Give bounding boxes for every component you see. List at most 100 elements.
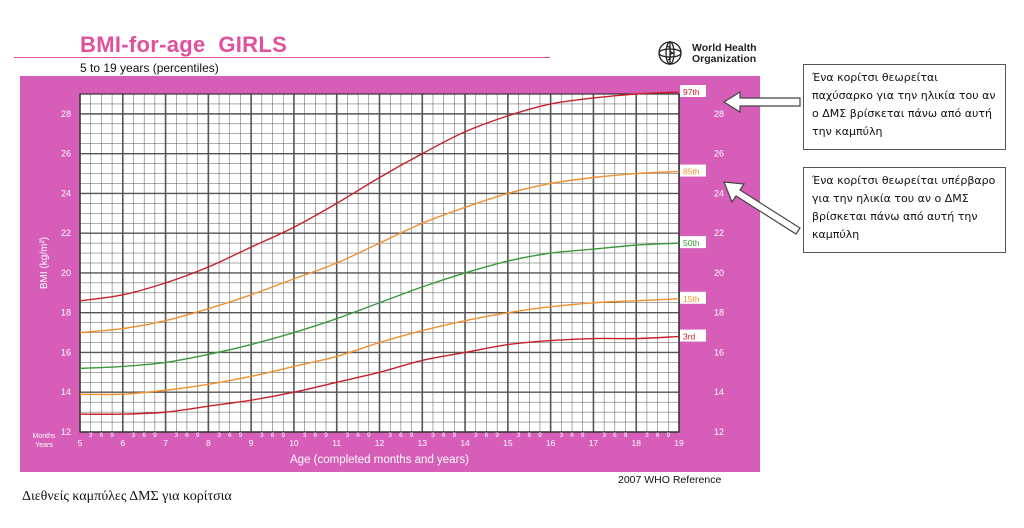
- month-tick-label: 9: [367, 432, 371, 439]
- y-tick-label-left: 24: [61, 188, 71, 198]
- y-tick-label-right: 20: [714, 268, 724, 278]
- y-tick-label-left: 28: [61, 109, 71, 119]
- x-tick-label: 5: [78, 438, 83, 448]
- series-label-bg: [680, 164, 706, 177]
- reference-label: 2007 WHO Reference: [618, 474, 722, 486]
- bmi-chart: 12 12 14 14 16 16 18 18 20 20 22 22 24 24 26 26 28 28 BMI …: [20, 76, 760, 472]
- x-tick-label: 12: [375, 438, 385, 448]
- month-tick-label: 6: [314, 432, 318, 439]
- month-tick-label: 6: [271, 432, 275, 439]
- month-tick-label: 6: [570, 432, 574, 439]
- month-tick-label: 3: [517, 432, 521, 439]
- series-label-97th: 97th: [683, 87, 700, 97]
- month-tick-label: 6: [185, 432, 189, 439]
- chart-subtitle: 5 to 19 years (percentiles): [80, 61, 219, 75]
- month-tick-label: 3: [431, 432, 435, 439]
- series-label-85th: 85th: [683, 167, 700, 177]
- y-tick-label-left: 16: [61, 347, 71, 357]
- y-tick-label-right: 16: [714, 347, 724, 357]
- plot-border: [79, 93, 680, 433]
- month-tick-label: 6: [399, 432, 403, 439]
- series-label-bg: [680, 236, 706, 249]
- series-label-3rd: 3rd: [683, 332, 696, 342]
- obese-note: Ένα κορίτσι θεωρείται παχύσαρκο για την …: [803, 64, 1006, 150]
- y-axis-label: BMI (kg/m²): [39, 237, 50, 289]
- month-tick-label: 3: [89, 432, 93, 439]
- series-label-bg: [680, 85, 706, 98]
- y-tick-label-right: 18: [714, 308, 724, 318]
- org-name-line-2: Organization: [692, 53, 757, 65]
- y-tick-label-right: 22: [714, 228, 724, 238]
- x-tick-label: 7: [163, 438, 168, 448]
- y-tick-label-left: 12: [61, 427, 71, 437]
- x-tick-label: 9: [249, 438, 254, 448]
- month-tick-label: 9: [153, 432, 157, 439]
- y-tick-label-right: 24: [714, 188, 724, 198]
- month-tick-label: 9: [538, 432, 542, 439]
- y-tick-label-right: 26: [714, 149, 724, 159]
- month-tick-label: 3: [346, 432, 350, 439]
- month-tick-label: 9: [110, 432, 114, 439]
- month-tick-label: 3: [217, 432, 221, 439]
- month-tick-label: 9: [581, 432, 585, 439]
- month-tick-label: 3: [602, 432, 606, 439]
- figure-caption: Διεθνείς καμπύλες ΔΜΣ για κορίτσια: [22, 489, 232, 504]
- month-tick-label: 6: [100, 432, 104, 439]
- chart-title: BMI-for-age GIRLS: [80, 32, 288, 57]
- title-underline: [14, 57, 550, 58]
- month-tick-label: 9: [239, 432, 243, 439]
- month-tick-label: 6: [613, 432, 617, 439]
- percentile-line-3rd: [79, 335, 680, 415]
- month-tick-label: 3: [388, 432, 392, 439]
- y-tick-label-left: 20: [61, 268, 71, 278]
- x-tick-label: 15: [503, 438, 513, 448]
- percentile-line-97th: [79, 91, 680, 302]
- month-tick-label: 9: [453, 432, 457, 439]
- who-emblem-icon: [658, 41, 682, 65]
- org-name-line-1: World Health: [692, 42, 757, 54]
- months-corner-label: Months: [33, 433, 56, 440]
- y-tick-label-right: 12: [714, 427, 724, 437]
- x-tick-label: 6: [120, 438, 125, 448]
- month-tick-label: 3: [174, 432, 178, 439]
- month-tick-label: 9: [624, 432, 628, 439]
- x-axis-label: Age (completed months and years): [290, 454, 469, 466]
- month-tick-label: 9: [410, 432, 414, 439]
- y-tick-label-left: 18: [61, 308, 71, 318]
- month-tick-label: 3: [645, 432, 649, 439]
- overweight-note: Ένα κορίτσι θεωρείται υπέρβαρο για την η…: [803, 167, 1006, 253]
- month-tick-label: 3: [303, 432, 307, 439]
- x-tick-label: 8: [206, 438, 211, 448]
- x-tick-label: 11: [332, 438, 341, 448]
- x-tick-label: 18: [631, 438, 641, 448]
- month-tick-label: 9: [324, 432, 328, 439]
- series-label-bg: [680, 329, 706, 342]
- x-tick-label: 10: [289, 438, 299, 448]
- series-label-50th: 50th: [683, 238, 700, 248]
- month-tick-label: 9: [196, 432, 200, 439]
- y-tick-label-left: 26: [61, 149, 71, 159]
- month-tick-label: 9: [281, 432, 285, 439]
- percentile-line-15th: [79, 298, 680, 396]
- x-tick-label: 16: [546, 438, 556, 448]
- series-label-15th: 15th: [683, 294, 700, 304]
- y-tick-label-left: 14: [61, 387, 71, 397]
- month-tick-label: 3: [560, 432, 564, 439]
- month-tick-label: 9: [666, 432, 670, 439]
- month-tick-label: 9: [495, 432, 499, 439]
- month-tick-label: 6: [656, 432, 660, 439]
- series-label-bg: [680, 291, 706, 304]
- x-tick-label: 14: [460, 438, 470, 448]
- month-tick-label: 6: [527, 432, 531, 439]
- years-corner-label: Years: [35, 442, 53, 449]
- x-tick-label: 13: [418, 438, 428, 448]
- percentile-line-50th: [79, 242, 680, 370]
- month-tick-label: 3: [474, 432, 478, 439]
- month-tick-label: 6: [485, 432, 489, 439]
- month-tick-label: 6: [228, 432, 232, 439]
- month-tick-label: 6: [442, 432, 446, 439]
- month-tick-label: 6: [142, 432, 146, 439]
- month-tick-label: 3: [132, 432, 136, 439]
- month-tick-label: 6: [356, 432, 360, 439]
- y-tick-label-right: 28: [714, 109, 724, 119]
